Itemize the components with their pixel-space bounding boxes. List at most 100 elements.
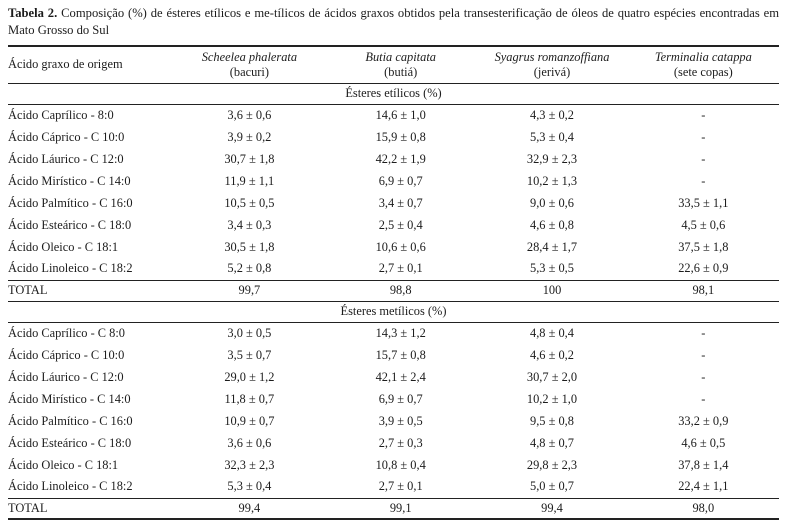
table-caption: Tabela 2. Composição (%) de ésteres etíl… — [0, 0, 787, 38]
table-row: Ácido Cáprico - C 10:0 3,9 ± 0,2 15,9 ± 0,… — [8, 126, 779, 148]
value-cell: - — [701, 107, 706, 122]
total-value-cell: 98,8 — [389, 283, 412, 297]
common-name: (jerivá) — [533, 64, 571, 79]
value-cell: 37,8 ± 1,4 — [678, 457, 729, 472]
value-cell: 33,5 ± 1,1 — [678, 195, 729, 210]
table-row: Ácido Láurico - C 12:0 29,0 ± 1,2 42,1 ± 2… — [8, 366, 779, 388]
value-cell: 10,6 ± 0,6 — [375, 239, 426, 254]
column-header-syagrus: Syagrus romanzoffiana (jerivá) — [476, 46, 627, 83]
value-cell: - — [701, 347, 706, 362]
total-label: TOTAL — [8, 500, 48, 515]
value-cell: 30,7 ± 1,8 — [224, 151, 275, 166]
value-cell: - — [701, 173, 706, 188]
value-cell: 42,1 ± 2,4 — [375, 369, 426, 384]
table-row: Ácido Palmítico - C 16:0 10,5 ± 0,5 3,4 ± … — [8, 192, 779, 214]
value-cell: 10,9 ± 0,7 — [224, 413, 275, 428]
value-cell: 3,4 ± 0,3 — [227, 217, 272, 232]
value-cell: 4,5 ± 0,6 — [681, 217, 726, 232]
value-cell: 6,9 ± 0,7 — [378, 173, 423, 188]
value-cell: 2,7 ± 0,1 — [378, 261, 423, 276]
fatty-acid-label: Ácido Oleico - C 18:1 — [8, 239, 119, 254]
value-cell: - — [701, 129, 706, 144]
value-cell: 32,3 ± 2,3 — [224, 457, 275, 472]
column-header-terminalia: Terminalia catappa (sete copas) — [628, 46, 779, 83]
fatty-acid-label: Ácido Láurico - C 12:0 — [8, 369, 124, 384]
value-cell: - — [701, 391, 706, 406]
column-header-row: Ácido graxo de origem Scheelea phalerata… — [8, 46, 779, 83]
value-cell: 10,8 ± 0,4 — [375, 457, 426, 472]
common-name: (butiá) — [384, 64, 418, 79]
value-cell: 4,6 ± 0,2 — [530, 347, 574, 362]
fatty-acid-label: Ácido Linoleico - C 18:2 — [8, 261, 133, 276]
table-row: Ácido Mirístico - C 14:0 11,9 ± 1,1 6,9 ± … — [8, 170, 779, 192]
species-name: Scheelea phalerata — [201, 49, 298, 64]
value-cell: 37,5 ± 1,8 — [678, 239, 729, 254]
value-cell: 30,7 ± 2,0 — [526, 369, 578, 384]
value-cell: 3,4 ± 0,7 — [378, 195, 423, 210]
total-value-cell: 100 — [542, 283, 562, 297]
value-cell: 30,5 ± 1,8 — [224, 239, 275, 254]
value-cell: 15,7 ± 0,8 — [375, 347, 426, 362]
total-label: TOTAL — [8, 283, 48, 297]
value-cell: 15,9 ± 0,8 — [375, 129, 426, 144]
species-name: Terminalia catappa — [654, 49, 752, 64]
species-name: Syagrus romanzoffiana — [494, 49, 610, 64]
fatty-acid-label: Ácido Cáprico - C 10:0 — [8, 129, 125, 144]
fatty-acid-label: Ácido Mirístico - C 14:0 — [8, 173, 131, 188]
value-cell: 3,9 ± 0,2 — [227, 129, 272, 144]
table-row: Ácido Linoleico - C 18:2 5,2 ± 0,8 2,7 ± 0… — [8, 258, 779, 280]
table-row: Ácido Oleico - C 18:1 30,5 ± 1,8 10,6 ± 0,… — [8, 236, 779, 258]
table-caption-text: Composição (%) de ésteres etílicos e me-… — [8, 6, 779, 37]
value-cell: 4,8 ± 0,7 — [530, 435, 574, 450]
value-cell: 3,5 ± 0,7 — [227, 347, 272, 362]
value-cell: 6,9 ± 0,7 — [378, 391, 423, 406]
value-cell: 14,3 ± 1,2 — [375, 325, 426, 340]
value-cell: 4,3 ± 0,2 — [530, 107, 574, 122]
value-cell: 9,0 ± 0,6 — [530, 195, 574, 210]
fatty-acid-composition-table: Ácido graxo de origem Scheelea phalerata… — [8, 45, 779, 520]
value-cell: 2,7 ± 0,3 — [378, 435, 423, 450]
section-header: Ésteres metílicos (%) — [340, 304, 447, 318]
value-cell: 5,0 ± 0,7 — [530, 479, 574, 494]
table-row: Ácido Linoleico - C 18:2 5,3 ± 0,4 2,7 ± 0… — [8, 476, 779, 498]
species-name: Butia capitata — [365, 49, 436, 64]
total-value-cell: 99,1 — [389, 500, 412, 515]
value-cell: - — [701, 325, 706, 340]
table-row: Ácido Mirístico - C 14:0 11,8 ± 0,7 6,9 ± … — [8, 388, 779, 410]
table-caption-label: Tabela 2. — [8, 6, 58, 20]
value-cell: 14,6 ± 1,0 — [375, 107, 426, 122]
fatty-acid-label: Ácido Esteárico - C 18:0 — [8, 217, 132, 232]
value-cell: 32,9 ± 2,3 — [526, 151, 578, 166]
value-cell: 5,3 ± 0,4 — [227, 479, 272, 494]
table-row: Ácido Caprílico - 8:0 3,6 ± 0,6 14,6 ± 1,0… — [8, 104, 779, 126]
common-name: (sete copas) — [673, 64, 733, 79]
fatty-acid-label: Ácido Láurico - C 12:0 — [8, 151, 124, 166]
value-cell: - — [701, 369, 706, 384]
table-row: Ácido Cáprico - C 10:0 3,5 ± 0,7 15,7 ± 0,… — [8, 344, 779, 366]
value-cell: 3,0 ± 0,5 — [227, 325, 272, 340]
value-cell: 5,2 ± 0,8 — [227, 261, 272, 276]
table-row: Ácido Esteárico - C 18:0 3,6 ± 0,6 2,7 ± 0… — [8, 432, 779, 454]
common-name: (bacuri) — [229, 64, 269, 79]
value-cell: 4,8 ± 0,4 — [530, 325, 574, 340]
total-value-cell: 98,0 — [692, 500, 715, 515]
value-cell: 29,0 ± 1,2 — [224, 369, 275, 384]
value-cell: 22,6 ± 0,9 — [678, 261, 729, 276]
fatty-acid-label: Ácido Caprílico - C 8:0 — [8, 325, 126, 340]
section-header-row: Ésteres etílicos (%) — [8, 83, 779, 104]
total-value-cell: 99,4 — [541, 500, 563, 515]
table-row: Ácido Oleico - C 18:1 32,3 ± 2,3 10,8 ± 0,… — [8, 454, 779, 476]
value-cell: 42,2 ± 1,9 — [375, 151, 426, 166]
column-header-scheelea: Scheelea phalerata (bacuri) — [174, 46, 325, 83]
value-cell: 3,6 ± 0,6 — [227, 435, 272, 450]
fatty-acid-label: Ácido Cáprico - C 10:0 — [8, 347, 125, 362]
fatty-acid-label: Ácido Linoleico - C 18:2 — [8, 479, 133, 494]
fatty-acid-label: Ácido Palmítico - C 16:0 — [8, 195, 133, 210]
section-header: Ésteres etílicos (%) — [345, 86, 442, 100]
value-cell: 29,8 ± 2,3 — [526, 457, 578, 472]
value-cell: 4,6 ± 0,8 — [530, 217, 574, 232]
value-cell: 3,9 ± 0,5 — [378, 413, 423, 428]
total-value-cell: 98,1 — [692, 283, 715, 297]
value-cell: 33,2 ± 0,9 — [678, 413, 729, 428]
